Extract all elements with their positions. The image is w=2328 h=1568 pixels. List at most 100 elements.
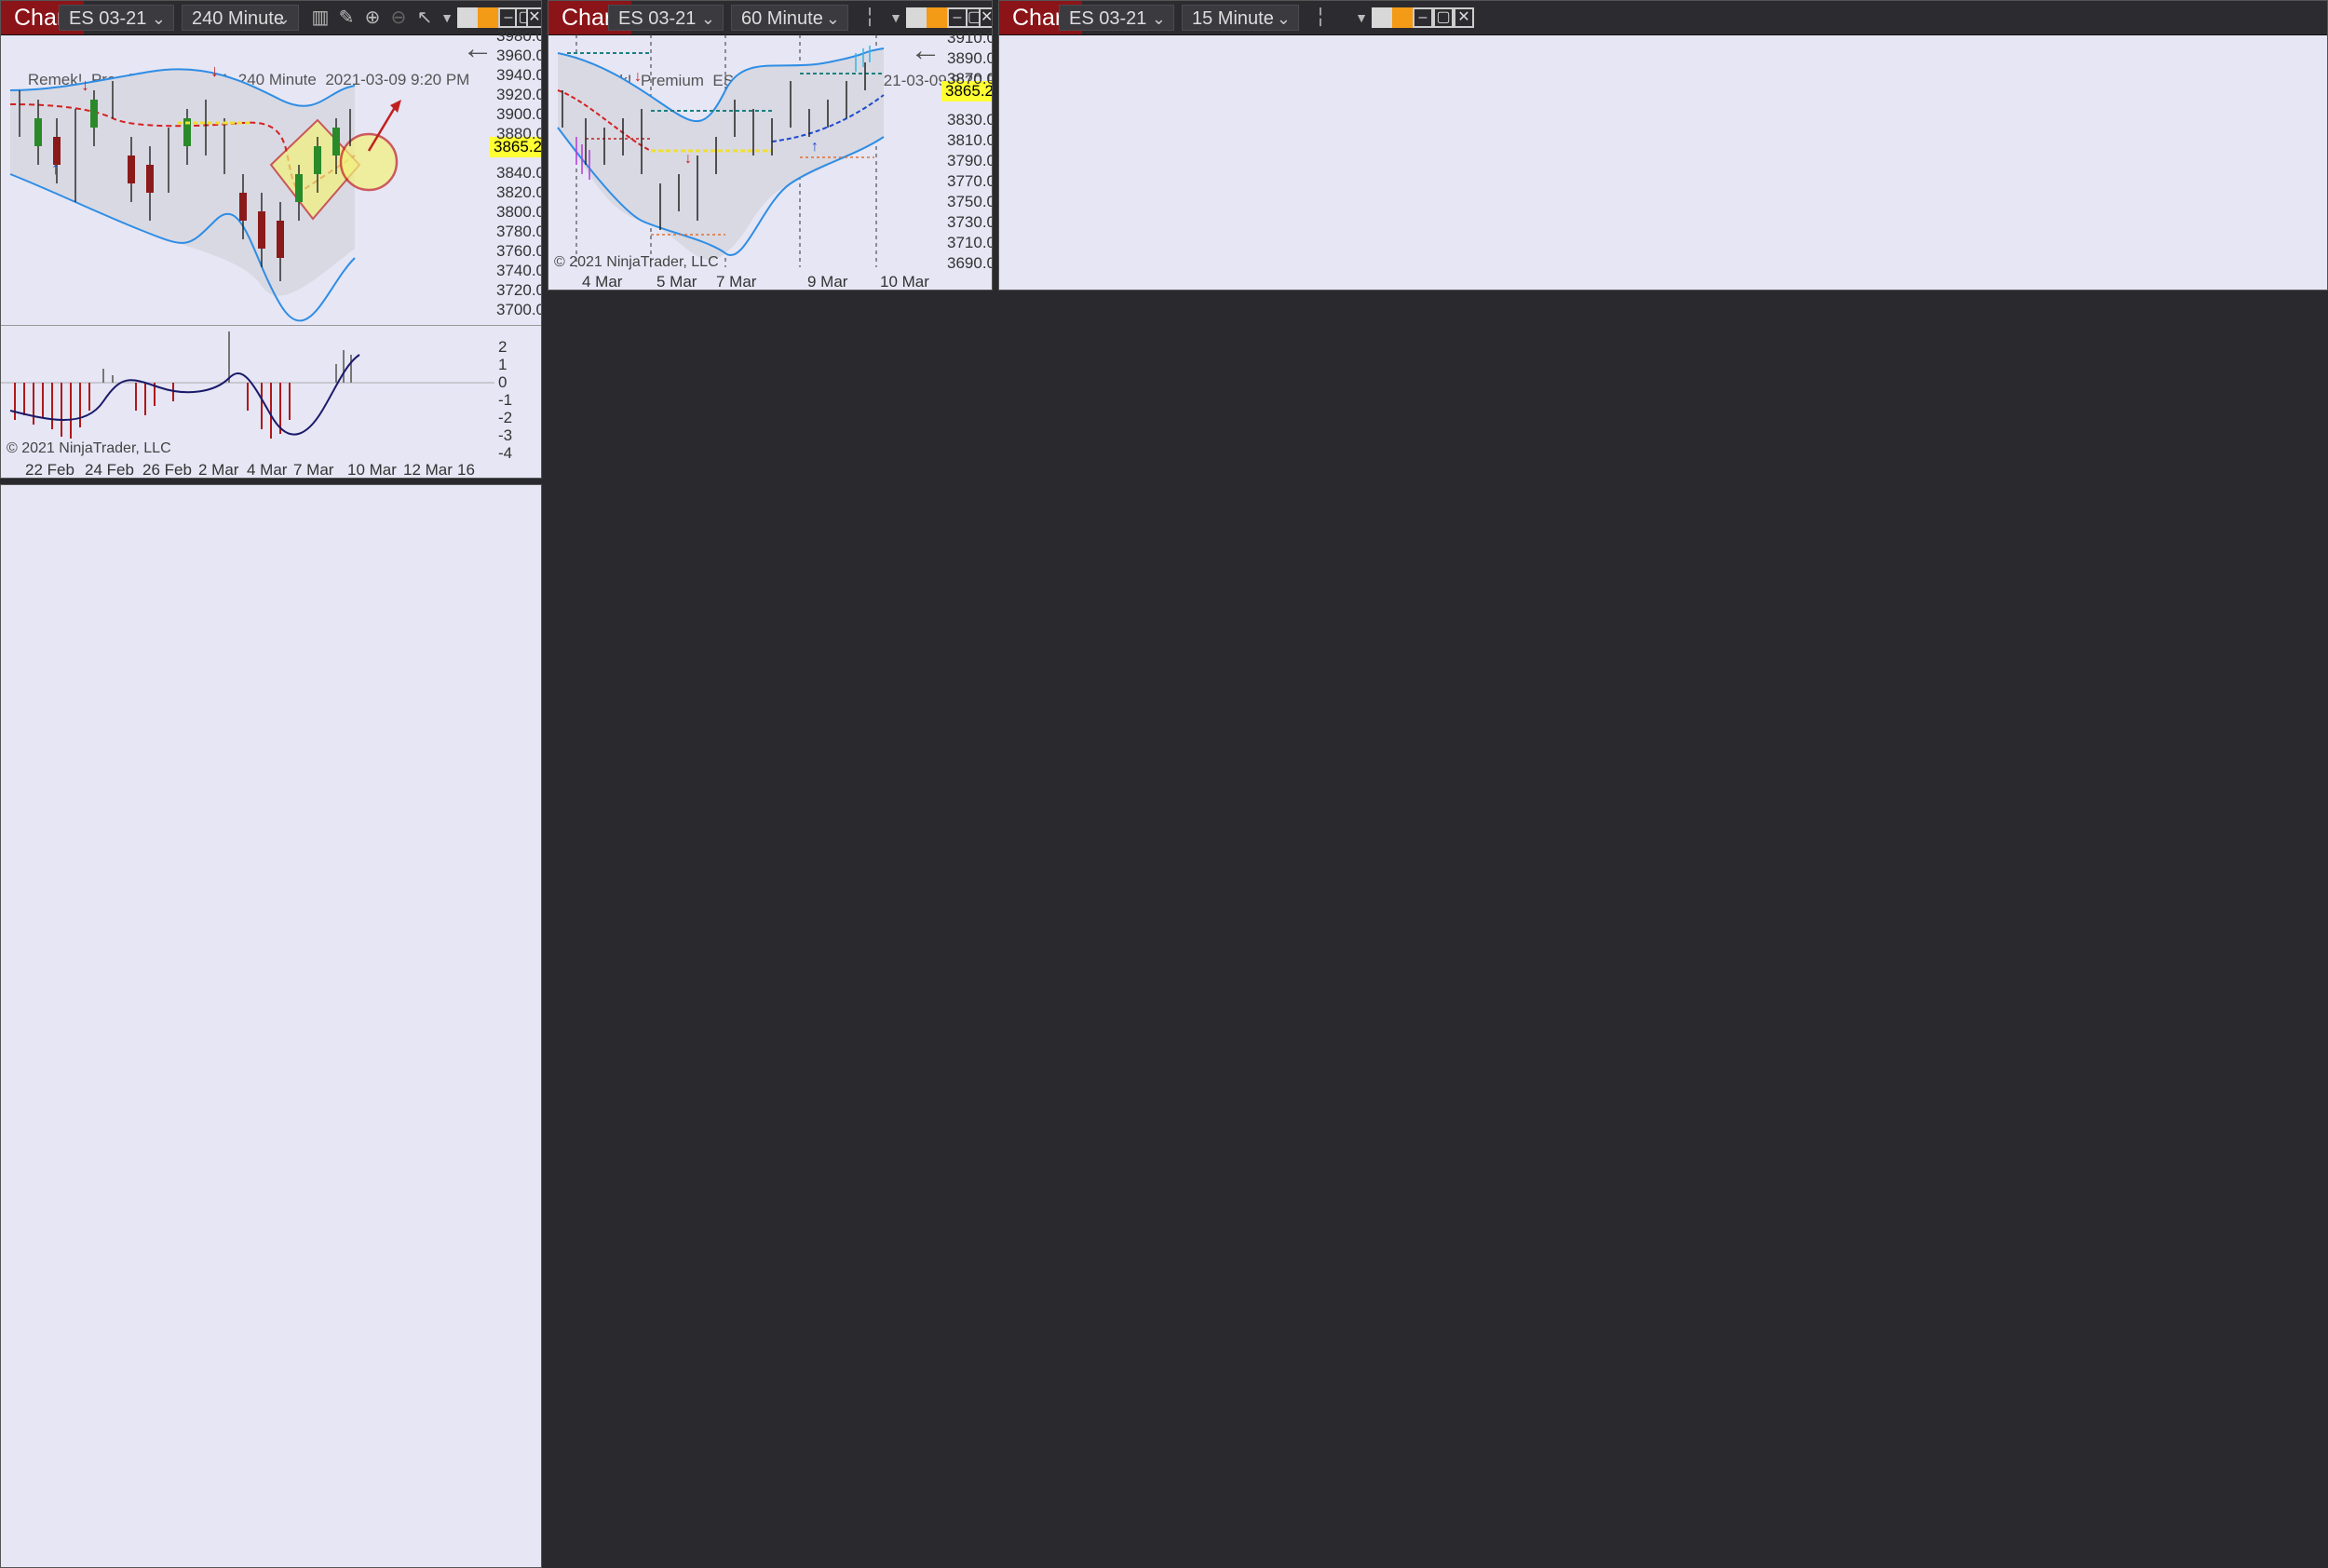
interval-value: 15 Minute (1192, 8, 1274, 29)
close-icon[interactable]: ✕ (526, 7, 541, 28)
axis-tick: 3780.00 (496, 223, 541, 240)
draw-tool-icon[interactable]: ✎ (338, 7, 355, 28)
x-label: 22 Feb (25, 461, 74, 479)
axis-tick: 3710.00 (947, 234, 992, 251)
pointer-icon[interactable]: ↖ (416, 7, 433, 28)
window-toolbar: Chart ES 03-21 ⌄ 240 Minute ⌄ ▥ ✎ ⊕ ⊖ ↖ ▼ … (1, 1, 541, 35)
time-axis: 4 Mar 5 Mar 7 Mar 9 Mar 10 Mar (548, 273, 940, 291)
instrument-select[interactable]: ES 03-21⌄ (608, 5, 724, 31)
axis-tick: 3800.00 (496, 203, 541, 221)
instrument-value: ES 03-21 (1069, 8, 1147, 29)
bar-style-icon[interactable]: ╎ (1314, 7, 1327, 28)
menu-arrow-icon[interactable]: ▼ (889, 10, 902, 25)
x-label: 7 Mar (716, 273, 757, 291)
axis-tick: 3870.00 (947, 70, 992, 88)
axis-tick: 3940.00 (496, 66, 541, 84)
zoom-in-icon[interactable]: ⊕ (364, 7, 381, 28)
oscillator-panel (1, 331, 494, 439)
window-toolbar: Chart ES 03-21 ⌄ 15 Minute ⌄ ╎ ▼ – ▢ ✕ (999, 1, 2327, 35)
axis-tick: 3900.00 (496, 105, 541, 123)
chevron-down-icon: ⌄ (700, 9, 715, 28)
axis-tick: 3920.00 (496, 86, 541, 103)
header-timestamp: 2021-03-09 9:20 PM (325, 71, 470, 88)
window-toolbar: Chart ES 03-21 ⌄ 60 Minute ⌄ ╎ ▼ – ▢ ✕ (548, 1, 992, 35)
minimize-icon[interactable]: – (947, 7, 968, 28)
osc-tick: 2 (498, 338, 508, 356)
chevron-down-icon: ⌄ (1276, 9, 1291, 28)
header-product: Premium (640, 72, 704, 89)
menu-arrow-icon[interactable]: ▼ (1355, 10, 1368, 25)
chevron-down-icon: ⌄ (825, 9, 840, 28)
axis-tick: 3770.00 (947, 172, 992, 190)
axis-tick: 3810.00 (947, 131, 992, 149)
axis-tick: 3820.00 (496, 183, 541, 201)
menu-arrow-icon[interactable]: ▼ (440, 10, 453, 25)
instrument-select[interactable]: ES 03-21⌄ (59, 5, 174, 31)
price-panel: ↓ ↓ ↑ (557, 34, 885, 267)
copyright-text: © 2021 NinjaTrader, LLC (7, 440, 171, 456)
maximize-icon[interactable]: ▢ (1433, 7, 1454, 28)
axis-tick: 3740.00 (496, 262, 541, 279)
axis-tick: 3720.00 (496, 281, 541, 299)
osc-tick: -2 (498, 409, 513, 426)
interval-value: 240 Minute (192, 8, 284, 29)
osc-tick: -4 (498, 444, 513, 462)
osc-tick: 1 (498, 356, 508, 373)
x-label: 10 Mar (880, 273, 929, 291)
close-icon[interactable]: ✕ (1454, 7, 1474, 28)
down-arrow-marker: ↓ (81, 75, 89, 94)
back-arrow-icon[interactable]: ← (910, 33, 941, 68)
interval-select[interactable]: 240 Minute ⌄ (182, 5, 299, 31)
copyright-text: © 2021 NinjaTrader, LLC (554, 254, 719, 270)
instrument-value: ES 03-21 (69, 8, 147, 29)
axis-tick: 3830.00 (947, 111, 992, 128)
osc-tick: -3 (498, 426, 513, 444)
gray-square-icon[interactable] (906, 7, 927, 28)
instrument-value: ES 03-21 (618, 8, 697, 29)
chart-window-15-minute-body: Chart ES 03-21 ⌄ 15 Minute ⌄ ╎ ▼ – ▢ ✕ (998, 0, 2328, 291)
axis-tick: 3700.00 (496, 301, 541, 318)
bar-style-icon[interactable]: ▥ (311, 7, 330, 28)
x-label: 4 Mar (247, 461, 288, 479)
x-label: 12 Mar (403, 461, 453, 479)
orange-square-icon[interactable] (927, 7, 947, 28)
chevron-down-icon: ⌄ (151, 9, 166, 28)
chart-window-60-minute: Chart ES 03-21⌄ 60 Minute⌄ ╎ ▼ – ▢ ✕ Rem… (548, 0, 993, 291)
up-arrow-marker: ↑ (811, 139, 819, 155)
down-arrow-marker: ↓ (210, 61, 219, 80)
axis-tick: 3750.00 (947, 193, 992, 210)
axis-tick: 3730.00 (947, 213, 992, 231)
x-label: 26 Feb (142, 461, 192, 479)
instrument-select[interactable]: ES 03-21⌄ (1059, 5, 1174, 31)
axis-tick: 3840.00 (496, 164, 541, 182)
chevron-down-icon: ⌄ (276, 9, 291, 28)
axis-tick: 3960.00 (496, 47, 541, 64)
x-label: 5 Mar (656, 273, 697, 291)
axis-tick: 3910.00 (947, 29, 992, 47)
price-panel: ↓ ↓ ↑ (9, 61, 401, 322)
bar-style-icon[interactable]: ╎ (863, 7, 876, 28)
minimize-icon[interactable]: – (1413, 7, 1433, 28)
back-arrow-icon[interactable]: ← (462, 31, 494, 66)
interval-value: 60 Minute (741, 8, 823, 29)
x-label: 16 Mar (457, 461, 475, 479)
axis-tick: 3880.00 (496, 125, 541, 142)
axis-tick: 3980.00 (496, 27, 541, 45)
orange-square-icon[interactable] (1392, 7, 1413, 28)
header-brand: Remek! (27, 71, 83, 88)
close-icon[interactable]: ✕ (979, 7, 992, 28)
down-arrow-marker: ↓ (684, 151, 692, 167)
chart-window-weekly (0, 484, 542, 1568)
interval-select[interactable]: 15 Minute⌄ (1182, 5, 1299, 31)
interval-select[interactable]: 60 Minute ⌄ (731, 5, 848, 31)
down-arrow-marker: ↓ (634, 69, 642, 85)
x-label: 4 Mar (582, 273, 623, 291)
orange-square-icon[interactable] (478, 7, 498, 28)
zoom-out-icon[interactable]: ⊖ (390, 7, 407, 28)
up-arrow-marker: ↑ (51, 159, 60, 178)
x-label: 7 Mar (293, 461, 334, 479)
gray-square-icon[interactable] (457, 7, 478, 28)
minimize-icon[interactable]: – (498, 7, 519, 28)
gray-square-icon[interactable] (1372, 7, 1392, 28)
panel-separator (1, 325, 541, 326)
